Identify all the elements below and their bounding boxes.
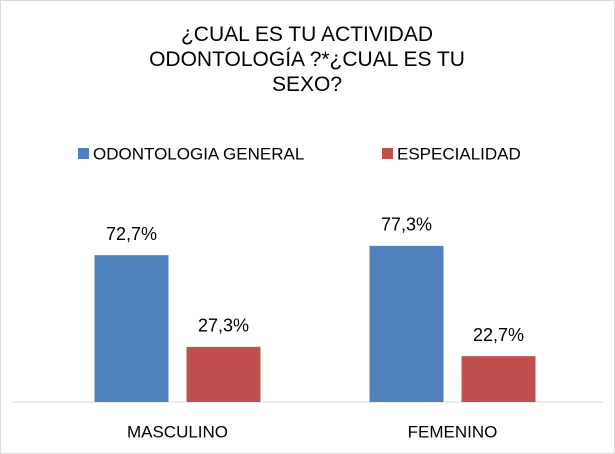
x-tick-label: FEMENINO — [408, 422, 498, 441]
bar — [461, 356, 536, 402]
legend-label: ESPECIALIDAD — [397, 144, 521, 163]
bar — [369, 245, 444, 402]
value-label: 22,7% — [473, 325, 524, 345]
bar — [186, 346, 261, 402]
value-label: 77,3% — [381, 215, 432, 235]
chart-title: ¿CUAL ES TU ACTIVIDAD ODONTOLOGÍA ?*¿CUA… — [149, 23, 465, 96]
legend-swatch — [382, 148, 393, 159]
value-label: 72,7% — [106, 224, 157, 244]
legend-swatch — [78, 148, 89, 159]
legend-label: ODONTOLOGIA GENERAL — [93, 144, 304, 163]
x-tick-label: MASCULINO — [127, 422, 228, 441]
value-label: 27,3% — [198, 316, 249, 336]
bar — [94, 255, 169, 402]
